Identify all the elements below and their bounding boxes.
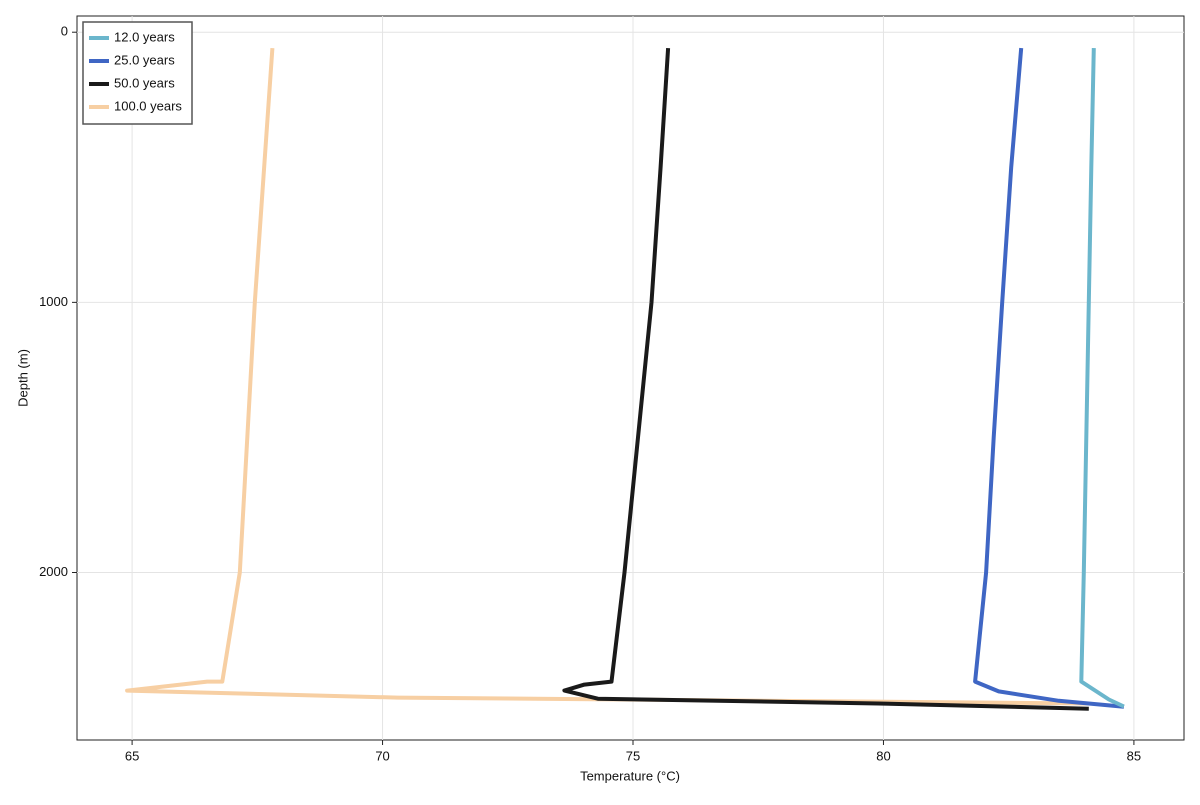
x-tick-label: 85 bbox=[1127, 748, 1141, 763]
x-tick-label: 75 bbox=[626, 748, 640, 763]
legend-label: 50.0 years bbox=[114, 75, 175, 90]
legend-label: 12.0 years bbox=[114, 29, 175, 44]
x-tick-label: 65 bbox=[125, 748, 139, 763]
x-tick-label: 70 bbox=[375, 748, 389, 763]
y-tick-label: 2000 bbox=[39, 564, 68, 579]
series-line bbox=[1079, 48, 1125, 709]
x-axis-label: Temperature (°C) bbox=[580, 768, 680, 783]
legend-label: 100.0 years bbox=[114, 98, 182, 113]
plot-frame bbox=[76, 15, 1185, 741]
y-tick-label: 0 bbox=[61, 24, 68, 39]
y-tick-label: 1000 bbox=[39, 294, 68, 309]
series-line bbox=[973, 47, 1125, 709]
y-axis-label: Depth (m) bbox=[15, 349, 30, 407]
grid-layer bbox=[77, 16, 1184, 740]
series-line bbox=[562, 47, 1089, 711]
series-line bbox=[125, 47, 1089, 706]
x-tick-label: 80 bbox=[876, 748, 890, 763]
legend-label: 25.0 years bbox=[114, 52, 175, 67]
